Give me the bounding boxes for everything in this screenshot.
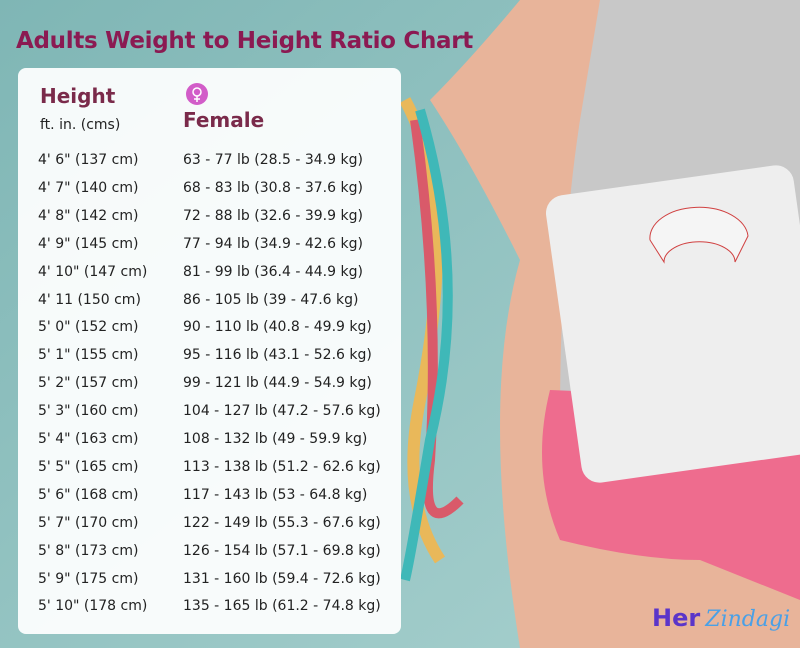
height-cell: 5' 9" (175 cm) — [38, 570, 139, 587]
height-cell: 4' 9" (145 cm) — [38, 235, 139, 252]
weight-cell: 104 - 127 lb (47.2 - 57.6 kg) — [183, 403, 381, 420]
height-header: Height — [40, 84, 116, 108]
height-cell: 5' 1" (155 cm) — [38, 347, 139, 364]
weight-cell: 90 - 110 lb (40.8 - 49.9 kg) — [183, 319, 372, 336]
height-cell: 5' 0" (152 cm) — [38, 319, 139, 336]
height-cell: 5' 4" (163 cm) — [38, 431, 139, 447]
weight-cell: 135 - 165 lb (61.2 - 74.8 kg) — [183, 598, 381, 615]
logo-text: Zindagi — [705, 607, 791, 632]
weight-cell: 122 - 149 lb (55.3 - 67.6 kg) — [183, 514, 381, 531]
height-cell: 5' 8" (173 cm) — [38, 542, 139, 559]
height-cell: 5' 6" (168 cm) — [38, 486, 139, 503]
height-cell: 4' 10" (147 cm) — [38, 263, 148, 280]
logo-text: Her — [652, 604, 701, 632]
height-cell: 5' 3" (160 cm) — [38, 403, 139, 420]
weight-cell: 72 - 88 lb (32.6 - 39.9 kg) — [183, 207, 363, 224]
female-header: Female — [183, 108, 265, 132]
height-cell: 5' 7" (170 cm) — [38, 514, 139, 531]
weight-cell: 113 - 138 lb (51.2 - 62.6 kg) — [183, 458, 381, 475]
height-cell: 4' 8" (142 cm) — [38, 207, 139, 224]
table-panel — [18, 68, 401, 634]
title: Adults Weight to Height Ratio Chart — [16, 28, 473, 54]
height-subheader: ft. in. (cms) — [40, 117, 121, 133]
height-cell: 5' 5" (165 cm) — [38, 458, 139, 475]
weight-cell: 68 - 83 lb (30.8 - 37.6 kg) — [183, 179, 363, 196]
weight-cell: 126 - 154 lb (57.1 - 69.8 kg) — [183, 542, 381, 559]
weight-cell: 77 - 94 lb (34.9 - 42.6 kg) — [183, 235, 363, 252]
female-icon — [186, 83, 208, 105]
height-cell: 5' 2" (157 cm) — [38, 375, 139, 392]
height-cell: 4' 7" (140 cm) — [38, 179, 139, 196]
weight-cell: 108 - 132 lb (49 - 59.9 kg) — [183, 431, 368, 447]
weight-cell: 95 - 116 lb (43.1 - 52.6 kg) — [183, 347, 372, 364]
logo: Her Zindagi — [652, 604, 790, 632]
height-cell: 5' 10" (178 cm) — [38, 598, 148, 615]
weight-cell: 81 - 99 lb (36.4 - 44.9 kg) — [183, 263, 363, 280]
height-cell: 4' 6" (137 cm) — [38, 152, 139, 168]
weight-cell: 86 - 105 lb (39 - 47.6 kg) — [183, 291, 359, 308]
weight-cell: 99 - 121 lb (44.9 - 54.9 kg) — [183, 375, 372, 392]
weight-cell: 117 - 143 lb (53 - 64.8 kg) — [183, 486, 368, 503]
height-cell: 4' 11 (150 cm) — [38, 291, 141, 308]
weight-cell: 131 - 160 lb (59.4 - 72.6 kg) — [183, 570, 381, 587]
weight-cell: 63 - 77 lb (28.5 - 34.9 kg) — [183, 152, 363, 168]
